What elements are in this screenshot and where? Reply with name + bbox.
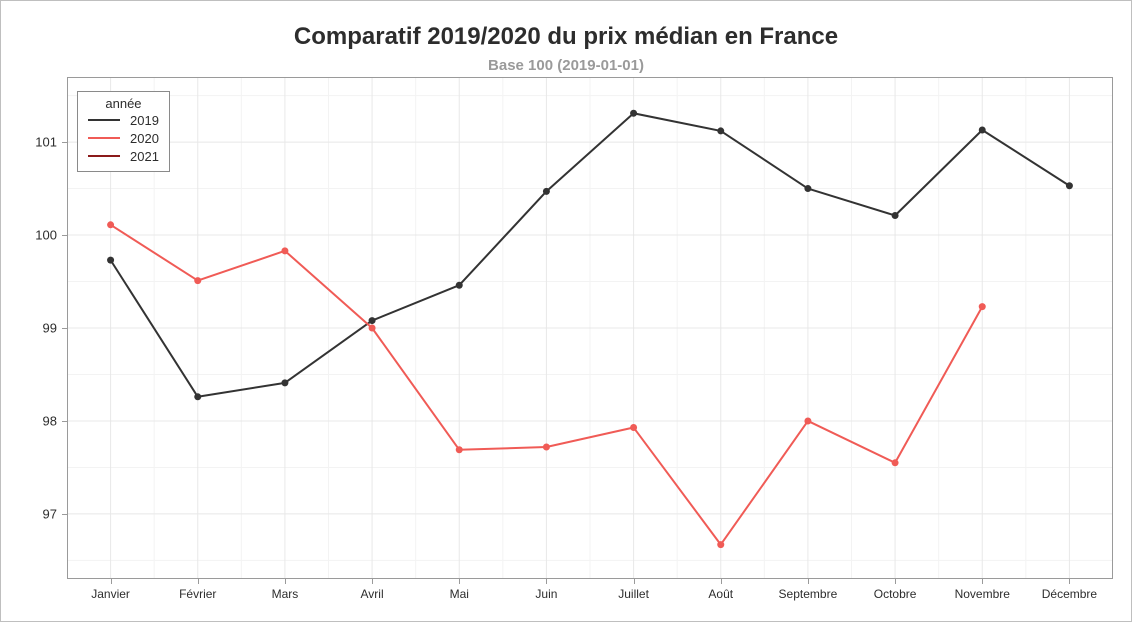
legend-label: 2021 xyxy=(130,149,159,164)
x-tick-label: Mars xyxy=(272,587,299,601)
x-tick-mark xyxy=(895,579,896,584)
y-tick-label: 100 xyxy=(35,228,57,243)
x-tick-label: Octobre xyxy=(874,587,917,601)
x-tick-label: Août xyxy=(708,587,733,601)
y-tick-label: 99 xyxy=(43,321,57,336)
y-tick-mark xyxy=(62,328,67,329)
x-tick-mark xyxy=(1069,579,1070,584)
y-tick-label: 98 xyxy=(43,413,57,428)
x-tick-mark xyxy=(634,579,635,584)
x-tick-mark xyxy=(546,579,547,584)
legend-swatch xyxy=(88,155,120,157)
y-tick-mark xyxy=(62,421,67,422)
legend-label: 2019 xyxy=(130,113,159,128)
x-tick-label: Avril xyxy=(361,587,384,601)
x-tick-label: Janvier xyxy=(91,587,130,601)
x-tick-mark xyxy=(372,579,373,584)
y-tick-label: 97 xyxy=(43,506,57,521)
x-tick-label: Mai xyxy=(450,587,469,601)
legend-swatch xyxy=(88,137,120,139)
chart-frame: Comparatif 2019/2020 du prix médian en F… xyxy=(0,0,1132,622)
x-tick-label: Décembre xyxy=(1042,587,1097,601)
chart-svg xyxy=(67,77,1113,579)
legend-label: 2020 xyxy=(130,131,159,146)
y-tick-mark xyxy=(62,514,67,515)
chart-subtitle: Base 100 (2019-01-01) xyxy=(1,57,1131,74)
y-tick-mark xyxy=(62,142,67,143)
x-tick-mark xyxy=(982,579,983,584)
x-tick-mark xyxy=(721,579,722,584)
y-tick-label: 101 xyxy=(35,135,57,150)
x-tick-label: Juin xyxy=(535,587,557,601)
x-tick-label: Février xyxy=(179,587,216,601)
x-tick-label: Novembre xyxy=(955,587,1010,601)
x-tick-mark xyxy=(459,579,460,584)
legend-box: année 2019 2020 2021 xyxy=(77,91,170,172)
chart-title: Comparatif 2019/2020 du prix médian en F… xyxy=(1,23,1131,51)
legend-title: année xyxy=(88,96,159,111)
x-tick-label: Juillet xyxy=(618,587,649,601)
y-tick-mark xyxy=(62,235,67,236)
legend-item: 2021 xyxy=(88,147,159,165)
x-tick-mark xyxy=(198,579,199,584)
legend-item: 2020 xyxy=(88,129,159,147)
legend-swatch xyxy=(88,119,120,121)
x-tick-mark xyxy=(111,579,112,584)
legend-item: 2019 xyxy=(88,111,159,129)
x-tick-mark xyxy=(808,579,809,584)
plot-area xyxy=(67,77,1113,579)
x-tick-mark xyxy=(285,579,286,584)
x-tick-label: Septembre xyxy=(779,587,838,601)
